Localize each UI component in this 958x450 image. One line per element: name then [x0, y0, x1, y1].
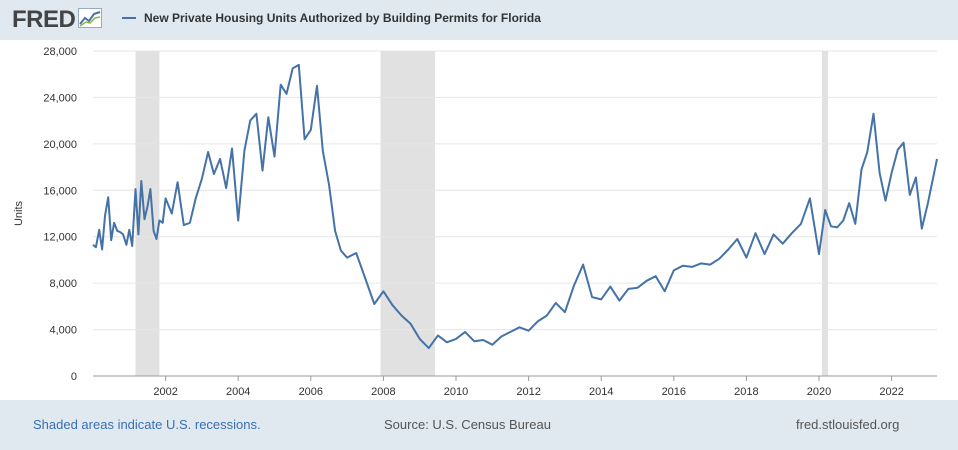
chart-header: FRED New Private Housing Units Authorize… — [0, 0, 958, 40]
plot-panel: 0 4,000 8,000 12,000 16,000 20,000 24,000 28,00… — [0, 40, 958, 400]
x-tick-label: 2016 — [662, 386, 686, 398]
y-tick-label: 12,000 — [43, 232, 77, 244]
y-tick-label: 24,000 — [43, 92, 77, 104]
x-tick-label: 2018 — [734, 386, 758, 398]
y-axis-label: Units — [13, 200, 25, 226]
recession-note[interactable]: Shaded areas indicate U.S. recessions. — [33, 417, 261, 432]
y-tick-label: 16,000 — [43, 185, 77, 197]
source-text: Source: U.S. Census Bureau — [384, 417, 551, 432]
x-tick-label: 2010 — [444, 386, 468, 398]
x-tick-label: 2012 — [516, 386, 540, 398]
y-tick-label: 4,000 — [49, 325, 77, 337]
site-url[interactable]: fred.stlouisfed.org — [796, 417, 900, 432]
chart-legend: New Private Housing Units Authorized by … — [122, 11, 541, 25]
x-tick-label: 2022 — [879, 386, 903, 398]
legend-line-swatch — [122, 17, 136, 19]
recession-band — [135, 51, 160, 376]
fred-logo[interactable]: FRED — [12, 6, 103, 34]
chart-canvas[interactable]: 0 4,000 8,000 12,000 16,000 20,000 24,000 28,00… — [0, 40, 958, 400]
series-line[interactable] — [92, 63, 938, 350]
trend-chart-icon — [78, 7, 103, 33]
legend-label[interactable]: New Private Housing Units Authorized by … — [144, 11, 541, 25]
y-tick-label: 8,000 — [49, 278, 77, 290]
x-tick-label: 2014 — [589, 386, 613, 398]
x-tick-label: 2002 — [153, 386, 177, 398]
y-tick-label: 0 — [71, 371, 77, 383]
chart-footer: Shaded areas indicate U.S. recessions. S… — [0, 410, 958, 440]
logo-text: FRED — [12, 6, 76, 33]
y-tick-label: 20,000 — [43, 139, 77, 151]
y-tick-label: 28,000 — [43, 46, 77, 58]
x-tick-label: 2006 — [299, 386, 323, 398]
x-tick-label: 2008 — [371, 386, 395, 398]
recession-band — [380, 51, 435, 376]
x-tick-label: 2004 — [226, 386, 250, 398]
x-tick-label: 2020 — [807, 386, 831, 398]
